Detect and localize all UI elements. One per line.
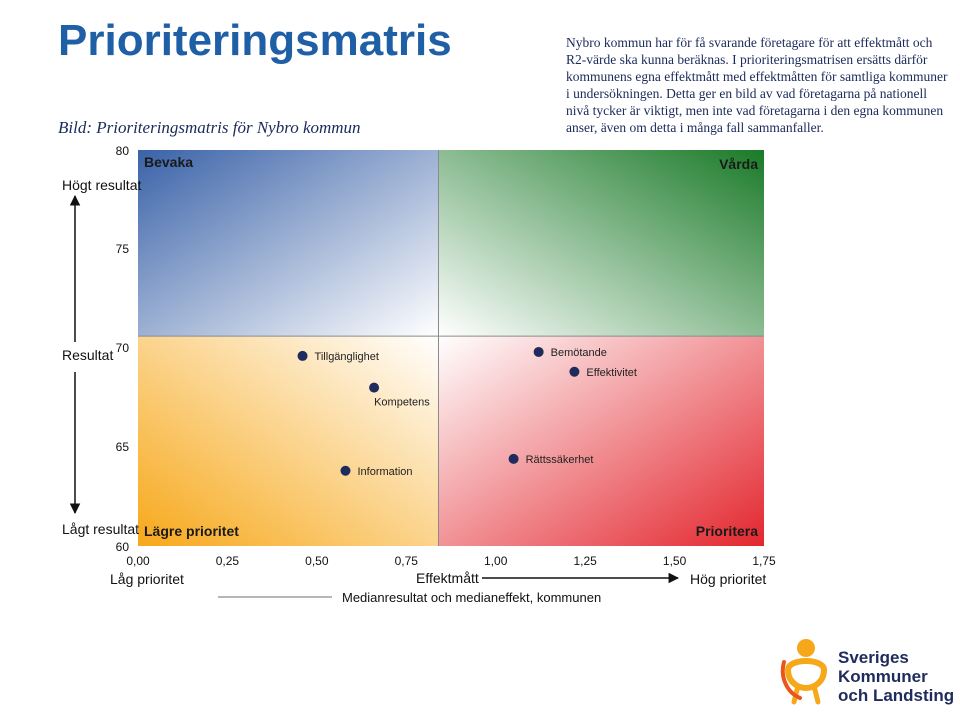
y-tick-label: 60 [116, 540, 130, 554]
data-point-label: Kompetens [374, 397, 430, 409]
y-low-label: Lågt resultat [62, 521, 139, 537]
y-axis-title: Resultat [62, 347, 113, 363]
quadrant-label-prioritera: Prioritera [696, 523, 758, 539]
x-high-label: Hög prioritet [690, 571, 766, 587]
slide-subtitle: Bild: Prioriteringsmatris för Nybro komm… [58, 118, 361, 137]
skl-logo-text: Sveriges Kommuner och Landsting [838, 648, 954, 705]
x-axis-title: Effektmått [416, 570, 479, 586]
quadrant-backgrounds [138, 150, 764, 546]
data-point [569, 366, 580, 377]
data-point-label: Information [357, 466, 412, 478]
y-high-label: Högt resultat [62, 177, 141, 193]
data-point [369, 382, 380, 393]
data-point-label: Effektivitet [586, 367, 637, 379]
data-point-label: Rättssäkerhet [526, 454, 594, 466]
skl-logo-icon [780, 639, 828, 705]
data-point [508, 453, 519, 464]
logo-line-1: Sveriges [838, 648, 909, 667]
data-points: Tillgänglighet Bemötande Effektivitet Kompe… [297, 346, 637, 478]
x-tick-label: 1,75 [752, 554, 776, 568]
quadrant-bevaka-bg [138, 150, 439, 337]
slide-description: Nybro kommun har för få svarande företag… [566, 35, 948, 135]
data-point [340, 465, 351, 476]
y-tick-label: 65 [116, 440, 130, 454]
logo-line-3: och Landsting [838, 686, 955, 705]
quadrant-label-lagre-prioritet: Lägre prioritet [144, 523, 239, 539]
logo-line-2: Kommuner [838, 667, 928, 686]
x-tick-label: 0,75 [395, 554, 419, 568]
y-tick-label: 80 [116, 144, 130, 158]
y-tick-label: 70 [116, 341, 130, 355]
quadrant-lagre-prioritet-bg [138, 336, 439, 546]
median-lines [138, 150, 764, 546]
priority-matrix-chart: 0,00 0,25 0,50 0,75 1,00 1,25 1,50 1,75 60 65 70 75… [62, 144, 776, 605]
x-tick-label: 1,25 [573, 554, 597, 568]
quadrant-label-varda: Vårda [719, 156, 758, 172]
slide-title: Prioriteringsmatris [58, 16, 452, 65]
data-point-label: Tillgänglighet [315, 351, 379, 363]
x-tick-label: 0,00 [126, 554, 150, 568]
data-point-label: Bemötande [551, 347, 607, 359]
y-tick-label: 75 [116, 242, 130, 256]
quadrant-prioritera-bg [438, 336, 764, 546]
x-tick-label: 1,00 [484, 554, 508, 568]
data-point [297, 350, 308, 361]
quadrant-label-bevaka: Bevaka [144, 154, 193, 170]
x-tick-label: 0,50 [305, 554, 329, 568]
quadrant-varda-bg [438, 150, 764, 337]
data-point [533, 346, 544, 357]
axis-ticks: 0,00 0,25 0,50 0,75 1,00 1,25 1,50 1,75 60 65 70 75… [116, 144, 776, 568]
x-low-label: Låg prioritet [110, 571, 184, 587]
legend-label: Medianresultat och medianeffekt, kommune… [342, 590, 601, 605]
x-tick-label: 0,25 [216, 554, 240, 568]
x-tick-label: 1,50 [663, 554, 687, 568]
